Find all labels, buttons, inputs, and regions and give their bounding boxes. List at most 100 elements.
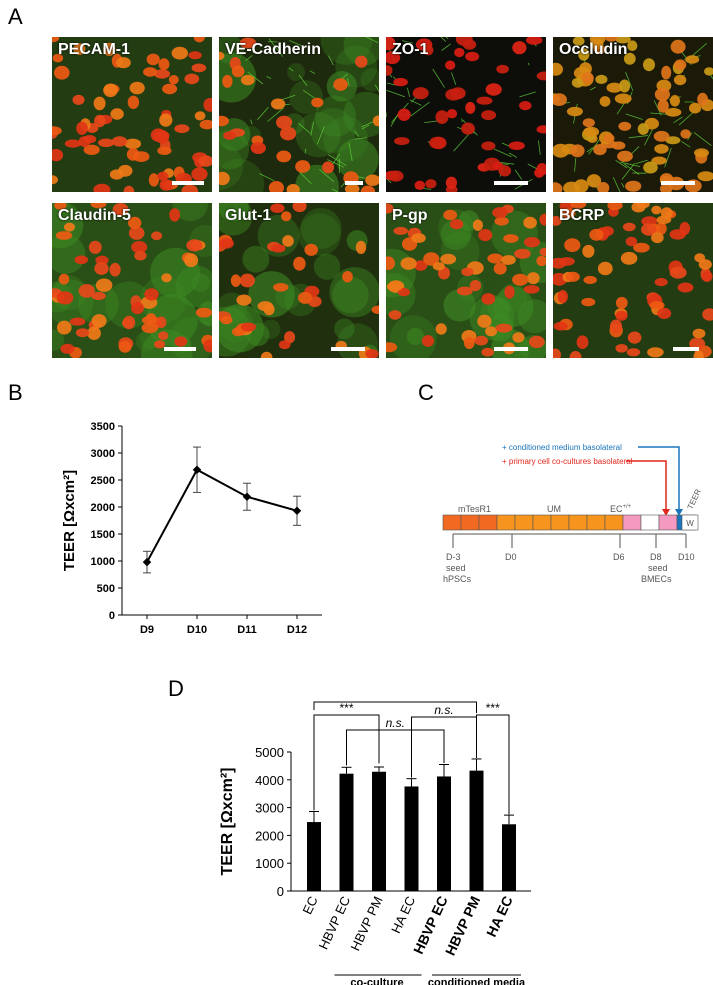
cytoplasm-stain	[300, 208, 342, 249]
nucleus	[526, 37, 543, 45]
nucleus	[260, 351, 273, 358]
nucleus	[371, 305, 379, 314]
junction-line	[298, 171, 312, 185]
nucleus	[465, 51, 480, 62]
red-arrow-head	[662, 509, 670, 516]
nucleus	[514, 248, 531, 259]
junction-line	[574, 157, 577, 172]
significance-ec-vs-coculture-label: ***	[339, 701, 353, 715]
nucleus	[112, 203, 129, 216]
panel-letter-d: D	[168, 676, 184, 701]
nucleus	[455, 37, 473, 46]
cytoplasm-stain	[313, 253, 341, 280]
nucleus	[344, 183, 360, 192]
junction-line	[621, 182, 625, 188]
nucleus	[400, 257, 417, 270]
junction-line	[441, 43, 451, 51]
nucleus	[414, 180, 426, 190]
nucleus	[657, 307, 672, 319]
nucleus	[293, 256, 306, 271]
nucleus	[523, 285, 540, 294]
junction-line	[586, 147, 593, 153]
nucleus	[365, 174, 379, 186]
nucleus	[536, 125, 546, 134]
nucleus	[656, 215, 672, 224]
micrograph-label: BCRP	[559, 207, 605, 224]
junction-line	[304, 148, 307, 154]
nucleus	[110, 108, 124, 120]
nucleus	[487, 253, 504, 264]
micrograph-label: Glut-1	[225, 207, 272, 224]
cytoplasm-stain	[336, 138, 379, 181]
nucleus	[198, 155, 212, 167]
nucleus	[141, 316, 158, 325]
nucleus	[123, 185, 135, 192]
nucleus	[692, 328, 706, 339]
junction-line	[653, 100, 662, 116]
nucleus	[271, 244, 286, 253]
cytoplasm-stain	[329, 267, 379, 318]
nucleus	[445, 88, 462, 101]
micrograph-image	[553, 37, 713, 192]
nucleus	[463, 336, 475, 349]
timeline-cell	[622, 514, 642, 531]
nucleus	[184, 73, 200, 85]
junction-line	[267, 107, 284, 122]
nucleus	[194, 111, 206, 121]
nucleus	[236, 294, 252, 306]
nucleus	[443, 209, 458, 221]
nucleus	[704, 67, 713, 76]
nucleus	[76, 121, 88, 135]
y-tick-label: 4000	[255, 773, 284, 788]
junction-line	[451, 72, 457, 85]
nucleus	[286, 184, 300, 192]
nucleus	[669, 266, 687, 279]
junction-line	[625, 72, 634, 92]
cytoplasm-stain	[406, 327, 424, 346]
ec-text: EC	[610, 504, 623, 514]
cytoplasm-stain	[343, 91, 379, 138]
nucleus	[631, 203, 646, 213]
nucleus	[220, 315, 233, 325]
nucleus	[52, 53, 64, 63]
cytoplasm-stain	[52, 234, 86, 274]
y-tick-label: 2000	[91, 502, 115, 514]
nucleus	[496, 64, 509, 74]
micrograph-zo-1: ZO-1	[386, 37, 546, 192]
junction-line	[501, 142, 510, 147]
nucleus	[564, 238, 581, 252]
significance-coculture-vs-cm-1-label: n.s.	[386, 716, 405, 730]
cytoplasm-stain	[443, 289, 476, 322]
mtesr1-label: mTesR1	[458, 504, 491, 514]
nucleus	[295, 160, 311, 173]
nucleus	[615, 296, 628, 309]
significance-ec-vs-coculture-bracket	[313, 714, 380, 811]
nucleus	[504, 285, 515, 299]
nucleus	[155, 316, 167, 329]
junction-line	[461, 118, 463, 123]
nucleus	[481, 347, 494, 357]
nucleus	[589, 38, 604, 50]
y-tick-label: 3000	[255, 801, 284, 816]
nucleus	[512, 41, 527, 55]
junction-line	[354, 137, 367, 140]
nucleus	[606, 82, 623, 93]
nucleus	[64, 139, 81, 148]
nucleus	[435, 323, 447, 335]
nucleus	[617, 150, 633, 162]
nucleus	[559, 208, 576, 218]
nucleus	[669, 95, 680, 107]
micrograph-glut-1: Glut-1	[219, 203, 379, 358]
nucleus	[614, 93, 632, 104]
y-tick-label: 1000	[255, 856, 284, 871]
nucleus	[553, 215, 562, 226]
nucleus	[481, 110, 497, 121]
timeline-cell	[658, 514, 678, 531]
x-tick-label: D12	[287, 624, 307, 636]
seed-hpscs-label: seed	[446, 563, 466, 573]
nucleus	[495, 323, 513, 333]
protocol-timeline: + conditioned medium basolateral + prima…	[442, 443, 703, 584]
nucleus	[461, 122, 475, 135]
nucleus	[603, 133, 615, 144]
junction-line	[247, 71, 264, 85]
